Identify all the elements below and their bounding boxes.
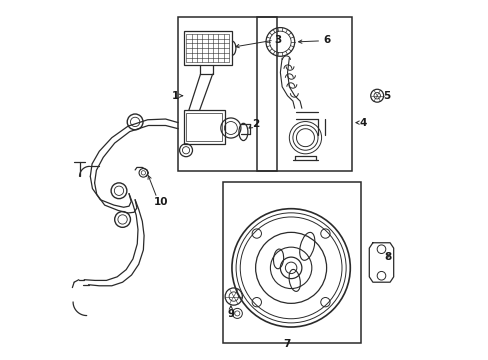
Text: 3: 3 <box>274 35 281 45</box>
Text: 8: 8 <box>384 252 391 262</box>
Text: 9: 9 <box>227 309 234 319</box>
Text: 6: 6 <box>323 35 330 45</box>
Text: 4: 4 <box>359 118 366 128</box>
Text: 7: 7 <box>282 339 289 349</box>
Text: 5: 5 <box>383 91 390 101</box>
Bar <box>257 17 351 171</box>
Bar <box>223 182 360 343</box>
Bar <box>186 113 221 141</box>
Bar <box>183 110 224 144</box>
Text: 2: 2 <box>251 120 258 129</box>
Bar <box>183 31 231 65</box>
Bar <box>178 17 276 171</box>
Text: 1: 1 <box>172 91 179 101</box>
Text: 10: 10 <box>154 197 168 207</box>
